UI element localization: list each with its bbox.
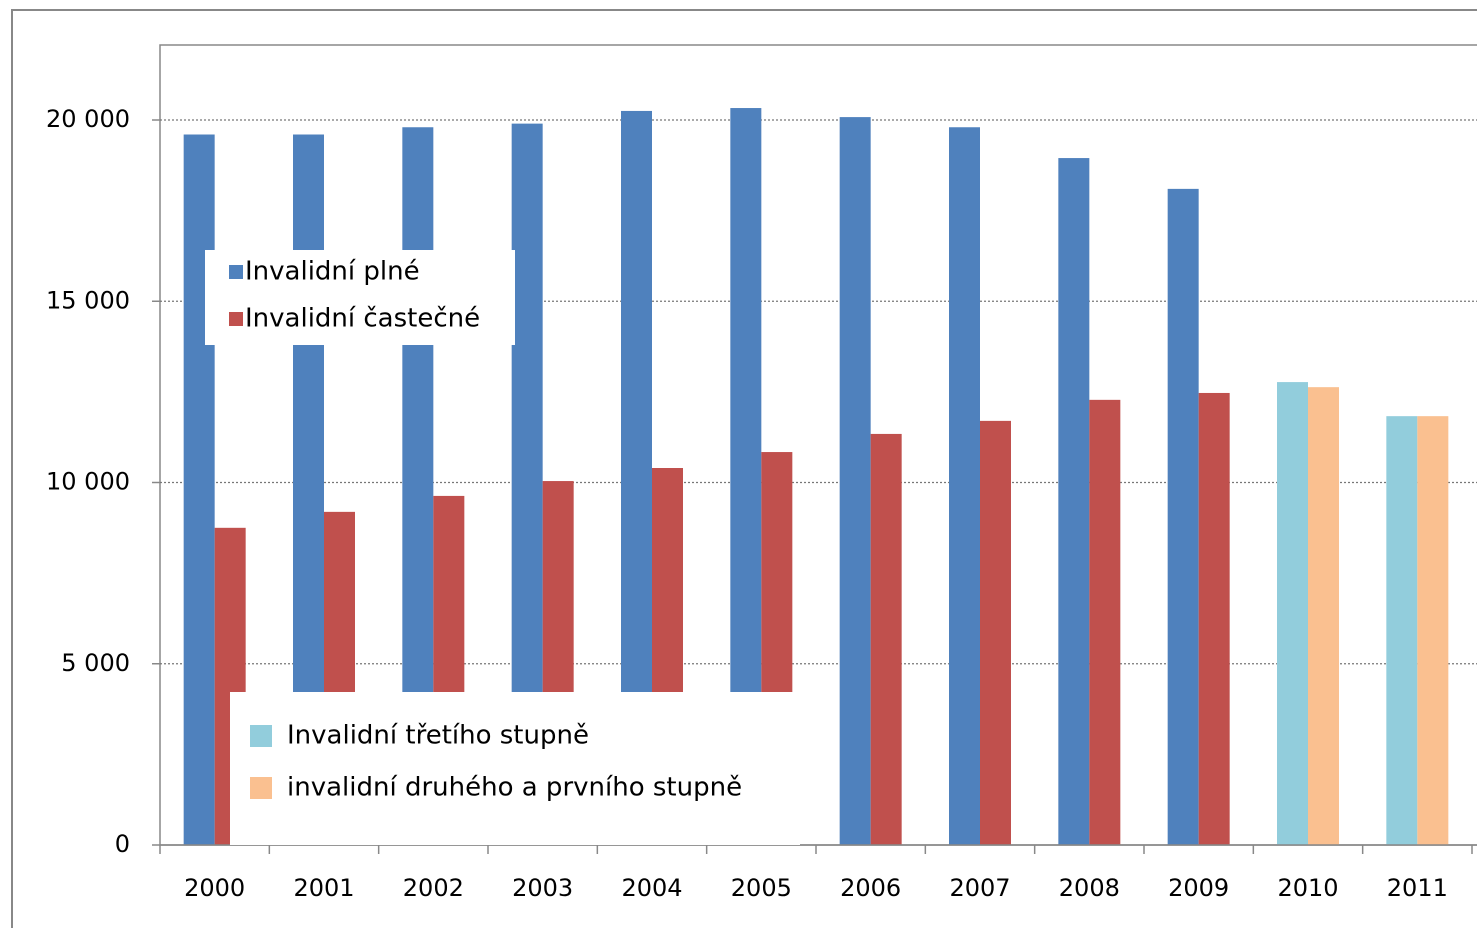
y-tick-label: 15 000 xyxy=(46,286,130,314)
bar xyxy=(1058,158,1090,845)
x-tick-label: 2001 xyxy=(293,874,354,902)
x-tick-label: 2000 xyxy=(184,874,245,902)
legend-swatch xyxy=(250,725,272,747)
bar xyxy=(1386,416,1418,845)
bar xyxy=(1198,392,1230,845)
x-tick-label: 2007 xyxy=(949,874,1010,902)
legend-label: Invalidní častečné xyxy=(245,304,480,334)
y-tick-label: 0 xyxy=(115,830,130,858)
x-tick-label: 2009 xyxy=(1168,874,1229,902)
y-tick-label: 10 000 xyxy=(46,468,130,496)
x-tick-label: 2011 xyxy=(1387,874,1448,902)
bar xyxy=(949,127,980,845)
bar xyxy=(1277,382,1308,845)
x-tick-label: 2008 xyxy=(1059,874,1120,902)
legend-label: Invalidní třetího stupně xyxy=(287,721,589,751)
legend-swatch xyxy=(250,777,272,799)
legend-label: invalidní druhého a prvního stupně xyxy=(287,773,742,803)
x-tick-label: 2002 xyxy=(403,874,464,902)
bar xyxy=(1417,416,1449,845)
x-tick-label: 2003 xyxy=(512,874,573,902)
bar xyxy=(870,433,902,845)
y-tick-label: 5 000 xyxy=(61,649,130,677)
bar xyxy=(1089,399,1121,845)
bar xyxy=(1167,188,1199,845)
bar xyxy=(839,117,871,846)
bar xyxy=(183,134,215,845)
legend-label: Invalidní plné xyxy=(245,257,420,287)
x-tick-label: 2006 xyxy=(840,874,901,902)
x-tick-label: 2005 xyxy=(731,874,792,902)
x-tick-label: 2010 xyxy=(1277,874,1338,902)
legend-swatch xyxy=(229,312,243,326)
legend-swatch xyxy=(229,265,243,279)
legend-box xyxy=(230,692,800,845)
y-tick-label: 20 000 xyxy=(46,105,130,133)
bar xyxy=(980,420,1011,845)
x-tick-label: 2004 xyxy=(621,874,682,902)
legend-box xyxy=(205,250,515,345)
bar xyxy=(1308,387,1339,845)
